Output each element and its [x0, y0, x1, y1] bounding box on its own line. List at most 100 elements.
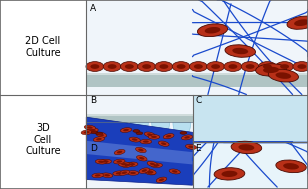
- Text: 3D
Cell
Culture: 3D Cell Culture: [25, 123, 61, 156]
- Ellipse shape: [117, 151, 122, 153]
- Ellipse shape: [136, 132, 143, 135]
- Ellipse shape: [241, 62, 259, 71]
- Ellipse shape: [87, 126, 93, 129]
- Ellipse shape: [181, 135, 193, 140]
- Ellipse shape: [185, 144, 197, 149]
- Ellipse shape: [101, 173, 113, 178]
- Ellipse shape: [159, 178, 164, 181]
- Ellipse shape: [119, 170, 130, 175]
- Ellipse shape: [144, 132, 155, 137]
- Ellipse shape: [122, 171, 127, 174]
- Ellipse shape: [133, 130, 140, 132]
- Bar: [192, 142, 308, 189]
- Ellipse shape: [90, 129, 95, 131]
- Ellipse shape: [166, 135, 171, 138]
- Ellipse shape: [189, 62, 207, 71]
- Ellipse shape: [142, 64, 151, 69]
- Ellipse shape: [180, 132, 187, 134]
- Ellipse shape: [161, 142, 166, 145]
- Text: D: D: [90, 144, 97, 153]
- Ellipse shape: [139, 157, 144, 160]
- Ellipse shape: [129, 137, 140, 142]
- Ellipse shape: [103, 160, 109, 163]
- Ellipse shape: [276, 72, 291, 79]
- Ellipse shape: [172, 170, 177, 173]
- Ellipse shape: [280, 64, 289, 69]
- Ellipse shape: [81, 130, 93, 135]
- Polygon shape: [86, 141, 192, 164]
- Ellipse shape: [91, 131, 98, 134]
- Ellipse shape: [221, 171, 237, 177]
- Ellipse shape: [287, 16, 308, 29]
- Ellipse shape: [256, 64, 286, 76]
- Ellipse shape: [147, 171, 153, 174]
- Bar: [86, 94, 192, 189]
- Ellipse shape: [116, 160, 122, 163]
- Text: C: C: [196, 96, 202, 105]
- Ellipse shape: [118, 162, 130, 167]
- Ellipse shape: [147, 161, 158, 167]
- Ellipse shape: [150, 163, 155, 165]
- Polygon shape: [109, 122, 127, 138]
- Ellipse shape: [123, 129, 129, 131]
- Ellipse shape: [104, 174, 110, 176]
- Ellipse shape: [163, 134, 174, 139]
- Ellipse shape: [194, 64, 203, 69]
- Ellipse shape: [95, 160, 107, 164]
- Ellipse shape: [207, 62, 225, 71]
- Ellipse shape: [263, 64, 272, 69]
- Bar: [192, 94, 308, 142]
- Ellipse shape: [263, 67, 279, 73]
- Ellipse shape: [169, 169, 180, 174]
- Ellipse shape: [138, 62, 156, 71]
- Ellipse shape: [145, 169, 156, 174]
- Ellipse shape: [276, 62, 294, 71]
- Ellipse shape: [246, 64, 255, 69]
- Ellipse shape: [114, 149, 125, 155]
- Ellipse shape: [224, 62, 242, 71]
- Bar: [86, 73, 308, 75]
- Ellipse shape: [142, 169, 147, 172]
- Ellipse shape: [258, 62, 276, 71]
- Ellipse shape: [132, 138, 137, 141]
- Ellipse shape: [205, 27, 220, 33]
- Ellipse shape: [96, 132, 103, 135]
- Ellipse shape: [103, 62, 121, 71]
- Ellipse shape: [121, 163, 127, 165]
- Ellipse shape: [211, 64, 220, 69]
- Ellipse shape: [148, 170, 153, 173]
- Ellipse shape: [231, 141, 262, 154]
- Ellipse shape: [188, 146, 194, 148]
- Ellipse shape: [100, 159, 111, 164]
- Ellipse shape: [151, 136, 157, 138]
- Text: A: A: [90, 4, 96, 13]
- Ellipse shape: [125, 64, 134, 69]
- Ellipse shape: [225, 45, 256, 57]
- Bar: [86, 73, 308, 87]
- Ellipse shape: [297, 64, 306, 69]
- Bar: [86, 114, 192, 116]
- Ellipse shape: [130, 172, 136, 174]
- Ellipse shape: [99, 133, 104, 136]
- Ellipse shape: [116, 172, 121, 174]
- Ellipse shape: [98, 161, 104, 163]
- Polygon shape: [173, 122, 191, 138]
- Ellipse shape: [91, 64, 99, 69]
- Ellipse shape: [148, 135, 160, 139]
- Ellipse shape: [197, 24, 228, 37]
- Text: E: E: [196, 144, 201, 153]
- Ellipse shape: [120, 62, 138, 71]
- Text: 2D Cell
Culture: 2D Cell Culture: [25, 36, 61, 58]
- Ellipse shape: [138, 149, 144, 151]
- Ellipse shape: [136, 147, 146, 153]
- Ellipse shape: [214, 168, 245, 180]
- Ellipse shape: [84, 131, 90, 133]
- Ellipse shape: [93, 137, 105, 142]
- Ellipse shape: [283, 163, 299, 170]
- Ellipse shape: [155, 62, 173, 71]
- Polygon shape: [152, 122, 169, 138]
- Ellipse shape: [96, 132, 107, 137]
- Ellipse shape: [86, 62, 104, 71]
- Ellipse shape: [126, 162, 138, 167]
- Ellipse shape: [154, 164, 160, 167]
